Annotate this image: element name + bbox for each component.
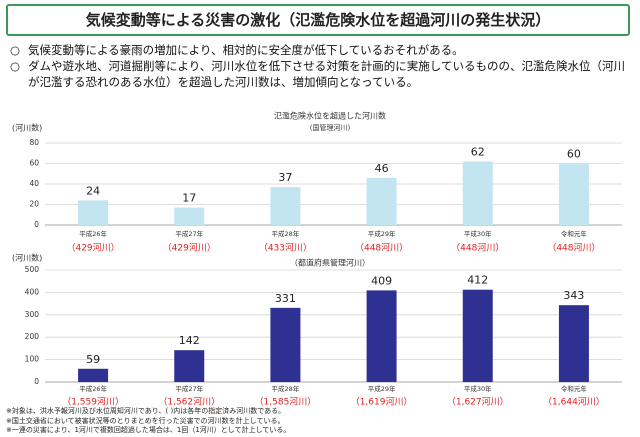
bullet: ○ ダムや遊水地、河道掘削等により、河川水位を低下させる対策を計画的に実施している… xyxy=(10,58,630,90)
total-label: （448河川） xyxy=(547,242,600,254)
value-label: 409 xyxy=(371,274,392,287)
value-label: 331 xyxy=(275,292,296,305)
y-tick-label: 500 xyxy=(25,265,40,274)
title: 気候変動等による災害の激化（氾濫危険水位を超過河川の発生状況） xyxy=(6,4,630,36)
value-label: 412 xyxy=(467,274,488,287)
chart-title: （都道府県管理河川） xyxy=(290,258,370,268)
y-tick-label: 0 xyxy=(34,220,39,229)
bar xyxy=(78,200,109,225)
y-tick-label: 400 xyxy=(25,287,40,296)
y-axis-label: (河川数) xyxy=(12,253,42,263)
bar xyxy=(558,163,589,225)
x-tick-label: 平成27年 xyxy=(175,229,203,238)
y-tick-label: 300 xyxy=(25,310,40,319)
total-label: （1,644河川） xyxy=(543,396,605,408)
value-label: 142 xyxy=(179,334,200,347)
bar xyxy=(462,289,493,382)
bar xyxy=(366,290,397,382)
x-tick-label: 平成29年 xyxy=(368,229,396,238)
x-tick-label: 平成28年 xyxy=(272,229,300,238)
x-tick-label: 平成30年 xyxy=(464,384,492,393)
bar xyxy=(270,187,301,225)
y-tick-label: 0 xyxy=(34,377,39,386)
bar xyxy=(174,350,205,382)
total-label: （448河川） xyxy=(451,242,504,254)
note: ※対象は、洪水予報河川及び水位周知河川であり、( )内は各年の指定済み河川数であ… xyxy=(6,407,286,415)
total-label: （1,559河川） xyxy=(62,396,124,408)
y-tick-label: 60 xyxy=(29,159,39,168)
total-label: （429河川） xyxy=(66,242,119,254)
x-tick-label: 平成30年 xyxy=(464,229,492,238)
y-tick-label: 20 xyxy=(29,200,39,209)
x-tick-label: 平成28年 xyxy=(272,384,300,393)
x-tick-label: 令和元年 xyxy=(561,384,588,393)
bullet-text: ダムや遊水地、河道掘削等により、河川水位を低下させる対策を計画的に実施しているも… xyxy=(28,59,625,89)
y-tick-label: 40 xyxy=(29,179,39,188)
x-tick-label: 平成26年 xyxy=(79,384,107,393)
value-label: 46 xyxy=(375,162,389,175)
value-label: 59 xyxy=(86,353,100,366)
total-label: （448河川） xyxy=(355,242,408,254)
bullet-marker: ○ xyxy=(10,59,21,73)
total-label: （1,585河川） xyxy=(255,396,317,408)
x-tick-label: 平成29年 xyxy=(368,384,396,393)
bullets: ○ 気候変動等による豪雨の増加により、相対的に安全度が低下しているおそれがある。 ○… xyxy=(10,42,630,90)
bar xyxy=(366,177,397,225)
notes: ※対象は、洪水予報河川及び水位周知河川であり、( )内は各年の指定済み河川数であ… xyxy=(6,407,290,436)
y-tick-label: 100 xyxy=(25,355,40,364)
total-label: （1,619河川） xyxy=(351,396,413,408)
bullet: ○ 気候変動等による豪雨の増加により、相対的に安全度が低下しているおそれがある。 xyxy=(10,42,630,58)
bar xyxy=(270,307,301,382)
bar xyxy=(462,161,493,225)
chart-subtitle: (国管理河川) xyxy=(310,123,351,132)
total-label: （1,627河川） xyxy=(447,396,509,408)
bullet-text: 気候変動等による豪雨の増加により、相対的に安全度が低下しているおそれがある。 xyxy=(28,43,464,57)
chart-title: 氾濫危険水位を超過した河川数 xyxy=(274,111,386,121)
bar xyxy=(558,305,589,382)
value-label: 24 xyxy=(86,184,100,197)
y-tick-label: 200 xyxy=(25,332,40,341)
note: ※国土交通省において被害状況等のとりまとめを行った災害での河川数を計上している。 xyxy=(6,416,285,425)
x-tick-label: 平成27年 xyxy=(175,384,203,393)
bullet-marker: ○ xyxy=(10,43,21,57)
total-label: （1,562河川） xyxy=(158,396,220,408)
total-label: （433河川） xyxy=(259,242,312,254)
x-tick-label: 平成26年 xyxy=(79,229,107,238)
value-label: 343 xyxy=(563,289,584,302)
value-label: 62 xyxy=(471,145,485,158)
x-tick-label: 令和元年 xyxy=(561,229,588,238)
note: ※一連の災害により、1河川で複数回超過した場合は、1回（1河川）として計上してい… xyxy=(6,426,291,434)
value-label: 60 xyxy=(567,148,581,161)
bar xyxy=(78,368,109,382)
value-label: 17 xyxy=(182,192,196,205)
value-label: 37 xyxy=(278,171,292,184)
y-tick-label: 80 xyxy=(29,138,39,147)
total-label: （429河川） xyxy=(163,242,216,254)
y-axis-label: (河川数) xyxy=(12,123,42,133)
bar xyxy=(174,207,205,225)
